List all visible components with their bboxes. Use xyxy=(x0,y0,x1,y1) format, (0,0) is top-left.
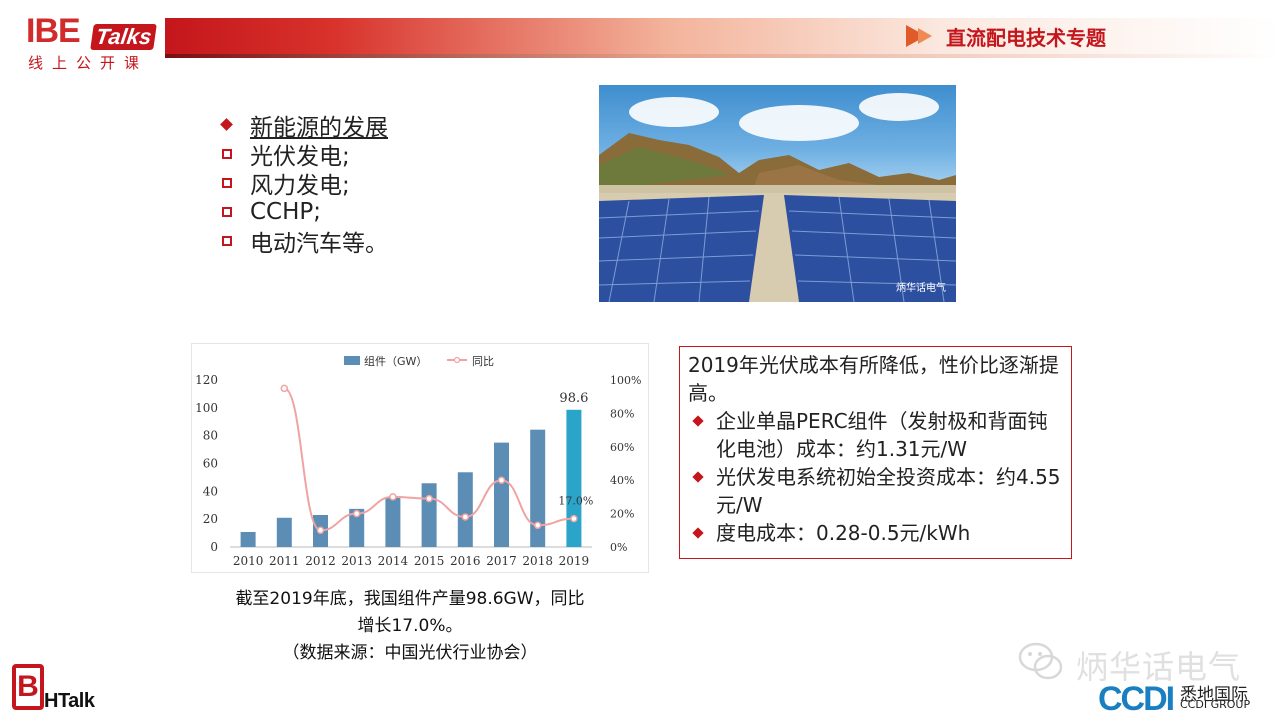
diamond-bullet-icon xyxy=(220,118,233,131)
y-right-tick-label: 60% xyxy=(610,441,634,454)
list-item-label: 风力发电; xyxy=(250,172,350,199)
y-left-tick-label: 60 xyxy=(203,457,218,471)
topic-list: 新能源的发展 光伏发电; 风力发电; CCHP; 电动汽车等。 xyxy=(220,110,388,257)
chart-bar xyxy=(421,483,437,547)
pv-production-chart: 0 20 40 60 80 100 120 0% 20% 40% 60% 80% 100% 2010 201… xyxy=(191,343,649,573)
wechat-account-name: 炳华话电气 xyxy=(1076,648,1242,686)
chart-bar xyxy=(530,429,546,547)
legend-line-label: 同比 xyxy=(472,355,494,368)
list-item: CCHP; xyxy=(220,197,388,226)
chart-caption: 截至2019年底，我国组件产量98.6GW，同比 增长17.0%。 （数据来源：… xyxy=(160,586,660,667)
info-item: 企业单晶PERC组件（发射极和背面钝化电池）成本：约1.31元/W xyxy=(688,407,1063,463)
list-item-label: CCHP; xyxy=(250,198,322,225)
caption-line-2: 增长17.0%。 xyxy=(357,616,463,636)
chart-line-point xyxy=(533,521,542,530)
y-left-tick-label: 0 xyxy=(210,540,218,554)
list-item-label: 光伏发电; xyxy=(250,143,350,170)
y-right-tick-label: 40% xyxy=(610,474,634,487)
info-item-text: 度电成本：0.28-0.5元/kWh xyxy=(716,521,971,545)
chart-line-point xyxy=(497,476,506,484)
info-lead: 2019年光伏成本有所降低，性价比逐渐提高。 xyxy=(688,353,1059,405)
list-item-label: 新能源的发展 xyxy=(250,114,388,141)
x-tick-label: 2017 xyxy=(486,554,517,568)
list-item-label: 电动汽车等。 xyxy=(250,230,388,257)
legend-bar-label: 组件（GW） xyxy=(364,354,427,368)
x-tick-label: 2014 xyxy=(378,554,409,568)
header-banner xyxy=(165,18,1280,54)
chart-bar xyxy=(494,442,509,547)
chart-bar xyxy=(385,497,401,547)
bhtalk-logo-text: HTalk xyxy=(44,690,95,712)
solar-farm-photo: 炳华话电气 xyxy=(599,85,956,302)
diamond-bullet-icon xyxy=(692,415,704,427)
x-tick-label: 2016 xyxy=(450,554,481,568)
cost-info-box: 2019年光伏成本有所降低，性价比逐渐提高。 企业单晶PERC组件（发射极和背面… xyxy=(679,346,1072,559)
rate-value-label: 17.0% xyxy=(558,495,593,508)
square-bullet-icon xyxy=(222,235,232,246)
list-item: 光伏发电; xyxy=(220,139,388,170)
bhtalk-logo: B xyxy=(12,664,44,710)
x-tick-label: 2019 xyxy=(559,554,590,568)
square-bullet-icon xyxy=(222,148,232,159)
chart-canvas: 0 20 40 60 80 100 120 0% 20% 40% 60% 80% 100% 2010 201… xyxy=(195,354,641,568)
info-item: 光伏发电系统初始全投资成本：约4.55元/W xyxy=(688,463,1063,519)
info-item-text: 企业单晶PERC组件（发射极和背面钝化电池）成本：约1.31元/W xyxy=(716,409,1048,461)
caption-line-1: 截至2019年底，我国组件产量98.6GW，同比 xyxy=(235,589,585,609)
y-right-tick-label: 80% xyxy=(610,407,634,420)
info-item-text: 光伏发电系统初始全投资成本：约4.55元/W xyxy=(716,465,1061,517)
y-right-tick-label: 100% xyxy=(610,374,641,387)
list-item: 风力发电; xyxy=(220,168,388,199)
list-item: 电动汽车等。 xyxy=(220,226,388,257)
ccdi-english-name: CCDI GROUP xyxy=(1180,698,1251,711)
x-tick-label: 2011 xyxy=(269,554,300,568)
square-bullet-icon xyxy=(222,206,232,217)
photo-watermark: 炳华话电气 xyxy=(896,283,946,294)
chart-bar xyxy=(349,508,365,547)
y-left-tick-label: 80 xyxy=(203,429,218,443)
y-left-tick-label: 40 xyxy=(203,484,218,498)
chart-line-point xyxy=(570,514,578,523)
talks-logo-badge: Talks xyxy=(90,24,158,50)
diamond-bullet-icon xyxy=(692,471,704,483)
chart-line-point xyxy=(352,509,361,518)
legend-bar-swatch xyxy=(344,356,360,365)
y-left-tick-label: 20 xyxy=(203,512,218,526)
y-right-tick-label: 0% xyxy=(610,541,627,554)
y-right-tick-label: 20% xyxy=(610,508,634,521)
x-tick-label: 2013 xyxy=(341,554,372,568)
chart-line-point xyxy=(461,513,470,521)
square-bullet-icon xyxy=(222,177,232,188)
page-title: 直流配电技术专题 xyxy=(946,26,1106,50)
ccdi-logo: CCDI xyxy=(1098,680,1175,718)
legend-line-marker xyxy=(453,356,461,364)
x-tick-label: 2018 xyxy=(522,554,553,568)
chart-line-point xyxy=(316,526,325,535)
x-tick-label: 2015 xyxy=(414,554,445,568)
chart-bar xyxy=(457,472,473,547)
y-left-tick-label: 100 xyxy=(195,401,218,415)
chart-line-point xyxy=(389,493,397,501)
wechat-icon xyxy=(1018,642,1063,680)
chart-bar xyxy=(240,531,256,547)
header-banner-shadow xyxy=(165,54,1280,58)
ccdi-chinese-name: 悉地国际 xyxy=(1180,685,1248,705)
caption-line-3: （数据来源：中国光伏行业协会） xyxy=(282,643,538,663)
chart-bar xyxy=(276,517,292,547)
diamond-bullet-icon xyxy=(692,527,704,539)
x-tick-label: 2010 xyxy=(233,554,264,568)
chart-line-point xyxy=(425,494,433,503)
bar-value-label: 98.6 xyxy=(559,391,588,406)
y-left-tick-label: 120 xyxy=(195,373,218,387)
chart-line-point xyxy=(280,384,289,393)
logo-subtitle: 线上公开课 xyxy=(28,54,149,72)
info-item: 度电成本：0.28-0.5元/kWh xyxy=(688,519,1063,547)
chart-bar xyxy=(566,409,582,547)
ibe-logo: IBE xyxy=(26,12,81,50)
x-tick-label: 2012 xyxy=(305,554,336,568)
play-arrow-inner-icon xyxy=(918,28,932,44)
list-item: 新能源的发展 xyxy=(220,110,388,141)
